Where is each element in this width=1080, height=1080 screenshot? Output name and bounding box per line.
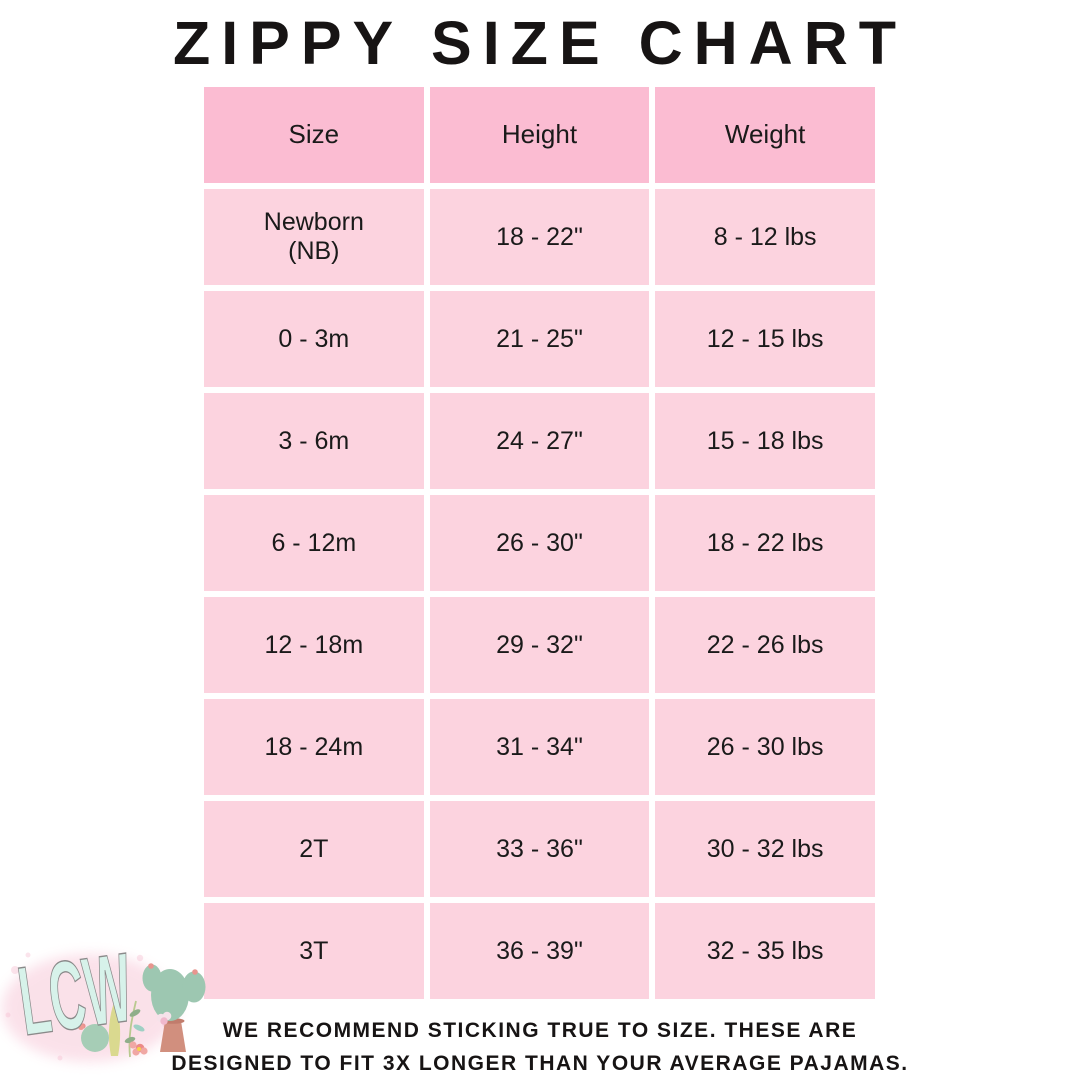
svg-text:LCW: LCW: [12, 940, 138, 1056]
